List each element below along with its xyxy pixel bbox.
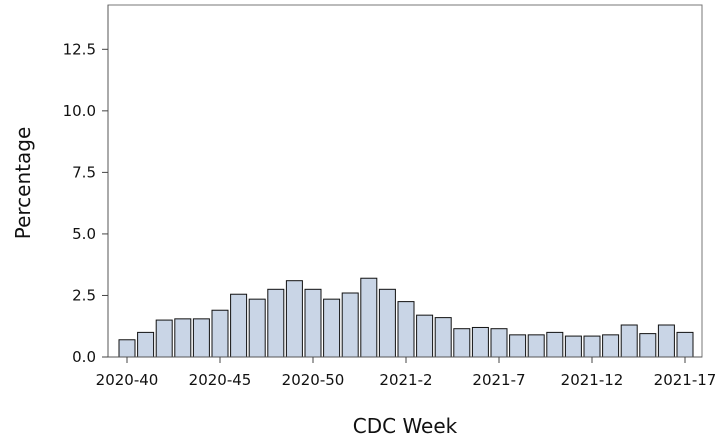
bar-2020-49 [285,280,303,358]
bar-2021-6 [471,326,489,358]
x-tick-label: 2021-2 [379,371,432,389]
bar-2021-2 [397,301,415,358]
bar-2020-40 [118,339,136,358]
bar-2020-44 [192,318,210,358]
bar-2021-8 [509,334,527,358]
x-tick-label: 2020-40 [96,371,159,389]
x-tick-label: 2020-50 [282,371,345,389]
y-tick-label: 5.0 [72,225,96,243]
bar-2021-15 [639,333,657,358]
bar-2020-47 [248,298,266,358]
y-axis-title: Percentage [11,127,35,240]
bar-2021-5 [453,328,471,358]
bar-2020-51 [323,298,341,358]
y-tick-label: 12.5 [63,40,96,58]
y-tick-label: 0.0 [72,348,96,366]
x-tick-label: 2021-17 [654,371,717,389]
x-axis-ticks: 2020-40 2020-45 2020-50 2021-2 2021-7 2021-12… [96,357,717,389]
bar-2021-14 [620,324,638,358]
bar-2021-13 [602,334,620,358]
bar-2021-12 [583,335,601,358]
bar-2020-50 [304,288,322,358]
y-tick-label: 2.5 [72,286,96,304]
bar-2021-16 [657,324,675,358]
bar-2021-9 [527,334,545,358]
bar-2021-7 [490,328,508,358]
bar-2020-43 [174,318,192,358]
bar-2020-41 [137,331,155,358]
bar-2020-42 [155,319,173,358]
bar-2020-53 [360,277,378,358]
x-tick-label: 2021-7 [472,371,525,389]
x-tick-label: 2021-12 [561,371,624,389]
bar-2021-17 [676,331,694,358]
bars-group [118,277,694,358]
bar-2020-52 [341,292,359,358]
x-tick-label: 2020-45 [189,371,252,389]
bar-2021-4 [434,317,452,358]
bar-2020-48 [267,288,285,358]
bar-2020-45 [211,309,229,358]
bar-2021-10 [546,331,564,358]
bar-2021-1 [378,288,396,358]
x-axis-title: CDC Week [353,414,458,438]
bar-2021-11 [564,335,582,358]
bar-2020-46 [230,293,248,358]
bar-2021-3 [416,314,434,358]
y-tick-label: 7.5 [72,163,96,181]
y-tick-label: 10.0 [63,102,96,120]
y-axis-ticks: 0.0 2.5 5.0 7.5 10.0 12.5 [63,40,108,366]
